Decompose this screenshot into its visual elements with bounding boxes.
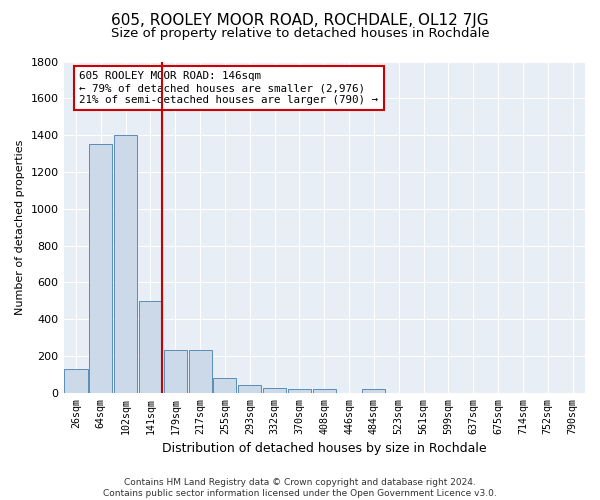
Bar (89, 144, 112, 393)
Text: 605, ROOLEY MOOR ROAD, ROCHDALE, OL12 7JG: 605, ROOLEY MOOR ROAD, ROCHDALE, OL12 7J… (111, 12, 489, 28)
Bar (362, 389, 385, 393)
X-axis label: Distribution of detached houses by size in Rochdale: Distribution of detached houses by size … (162, 442, 487, 455)
Bar (238, 386, 262, 393)
Bar (214, 378, 236, 393)
Text: Contains HM Land Registry data © Crown copyright and database right 2024.
Contai: Contains HM Land Registry data © Crown c… (103, 478, 497, 498)
Y-axis label: Number of detached properties: Number of detached properties (15, 140, 25, 315)
Text: Size of property relative to detached houses in Rochdale: Size of property relative to detached ho… (110, 28, 490, 40)
Bar (64, 369, 88, 393)
Bar (263, 388, 286, 393)
Text: 605 ROOLEY MOOR ROAD: 146sqm
← 79% of detached houses are smaller (2,976)
21% of: 605 ROOLEY MOOR ROAD: 146sqm ← 79% of de… (79, 72, 378, 104)
Bar (188, 350, 212, 393)
Bar (313, 389, 336, 393)
Bar (288, 389, 311, 393)
Bar (164, 350, 187, 393)
Bar (139, 301, 162, 393)
Bar (114, 135, 137, 393)
